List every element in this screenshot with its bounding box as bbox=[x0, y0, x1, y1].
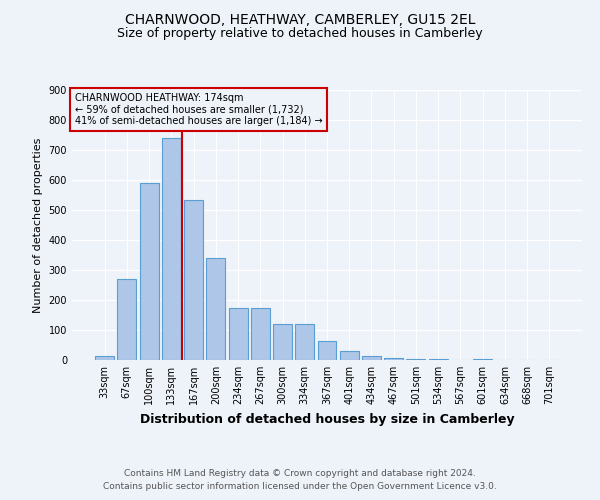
Text: Contains HM Land Registry data © Crown copyright and database right 2024.: Contains HM Land Registry data © Crown c… bbox=[124, 468, 476, 477]
Bar bbox=[295, 324, 314, 360]
Bar bbox=[317, 340, 337, 360]
Text: Size of property relative to detached houses in Camberley: Size of property relative to detached ho… bbox=[117, 28, 483, 40]
Bar bbox=[384, 358, 403, 360]
Y-axis label: Number of detached properties: Number of detached properties bbox=[33, 138, 43, 312]
X-axis label: Distribution of detached houses by size in Camberley: Distribution of detached houses by size … bbox=[140, 412, 514, 426]
Bar bbox=[95, 356, 114, 360]
Bar bbox=[273, 324, 292, 360]
Bar bbox=[362, 356, 381, 360]
Bar bbox=[229, 308, 248, 360]
Bar bbox=[473, 358, 492, 360]
Text: CHARNWOOD HEATHWAY: 174sqm
← 59% of detached houses are smaller (1,732)
41% of s: CHARNWOOD HEATHWAY: 174sqm ← 59% of deta… bbox=[74, 92, 322, 126]
Text: CHARNWOOD, HEATHWAY, CAMBERLEY, GU15 2EL: CHARNWOOD, HEATHWAY, CAMBERLEY, GU15 2EL bbox=[125, 12, 475, 26]
Bar bbox=[406, 358, 425, 360]
Bar bbox=[184, 200, 203, 360]
Bar bbox=[118, 279, 136, 360]
Text: Contains public sector information licensed under the Open Government Licence v3: Contains public sector information licen… bbox=[103, 482, 497, 491]
Bar bbox=[140, 183, 158, 360]
Bar bbox=[206, 258, 225, 360]
Bar bbox=[340, 351, 359, 360]
Bar bbox=[162, 138, 181, 360]
Bar bbox=[251, 308, 270, 360]
